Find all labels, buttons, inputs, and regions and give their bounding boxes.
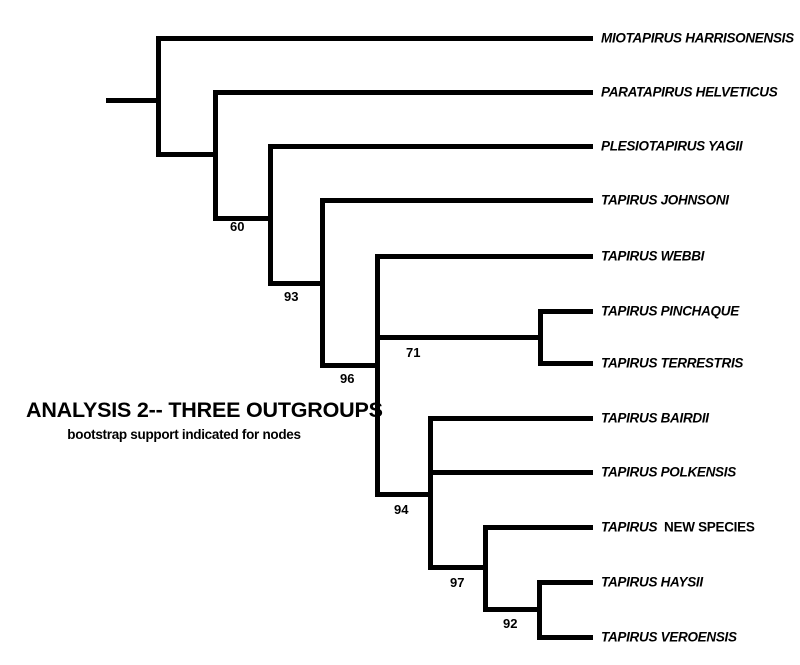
taxon-label-tapirus-polkensis: TAPIRUS POLKENSIS — [601, 464, 736, 480]
support-label-92: 92 — [503, 616, 518, 631]
support-label-97: 97 — [450, 575, 465, 590]
support-label-96: 96 — [340, 371, 355, 386]
stem-clade-a — [156, 152, 217, 157]
node-clade-96 — [375, 254, 380, 497]
node-clade-71 — [538, 309, 543, 366]
taxon-label-plesiotapirus-yagii: PLESIOTAPIRUS YAGII — [601, 138, 743, 154]
branch-tip-tapirus-pinchaque — [538, 309, 593, 314]
node-clade-92 — [537, 580, 542, 640]
node-root — [156, 36, 161, 157]
taxon-label-tapirus-haysii: TAPIRUS HAYSII — [601, 574, 703, 590]
node-clade-60 — [268, 144, 273, 286]
node-clade-94 — [428, 416, 433, 570]
branch-root-stub — [106, 98, 160, 103]
taxon-label-tapirus-pinchaque: TAPIRUS PINCHAQUE — [601, 303, 739, 319]
branch-tip-tapirus-webbi — [375, 254, 593, 259]
taxon-label-tapirus-veroensis: TAPIRUS VEROENSIS — [601, 629, 737, 645]
stem-clade-71 — [375, 335, 542, 340]
branch-tip-paratapirus-helveticus — [213, 90, 593, 95]
node-clade-93 — [320, 198, 325, 368]
node-clade-97 — [483, 525, 488, 612]
branch-tip-tapirus-polkensis — [428, 470, 593, 475]
stem-clade-94 — [375, 492, 432, 497]
figure-subtitle: bootstrap support indicated for nodes — [67, 426, 301, 442]
branch-tip-tapirus-new-species — [483, 525, 593, 530]
stem-clade-96 — [320, 363, 379, 368]
branch-tip-tapirus-haysii — [537, 580, 593, 585]
support-label-94: 94 — [394, 502, 409, 517]
title-block: ANALYSIS 2-- THREE OUTGROUPS bootstrap s… — [26, 398, 383, 442]
branch-tip-tapirus-bairdii — [428, 416, 593, 421]
branch-tip-plesiotapirus-yagii — [268, 144, 593, 149]
stem-clade-97 — [428, 565, 487, 570]
branch-tip-tapirus-johnsoni — [320, 198, 593, 203]
taxon-label-tapirus-webbi: TAPIRUS WEBBI — [601, 248, 705, 264]
taxon-label-tapirus-johnsoni: TAPIRUS JOHNSONI — [601, 192, 729, 208]
stem-clade-93 — [268, 281, 324, 286]
stem-clade-60 — [213, 216, 272, 221]
stem-clade-92 — [483, 607, 542, 612]
branch-tip-miotapirus-harrisonensis — [156, 36, 593, 41]
support-label-71: 71 — [406, 345, 421, 360]
taxon-label-tapirus-bairdii: TAPIRUS BAIRDII — [601, 410, 709, 426]
taxon-label-tapirus-new-species: TAPIRUS NEW SPECIES — [601, 519, 755, 535]
branch-tip-tapirus-veroensis — [537, 635, 593, 640]
figure-title: ANALYSIS 2-- THREE OUTGROUPS — [26, 398, 383, 422]
taxon-label-miotapirus-harrisonensis: MIOTAPIRUS HARRISONENSIS — [601, 30, 794, 46]
branch-tip-tapirus-terrestris — [538, 361, 593, 366]
node-clade-a — [213, 90, 218, 221]
taxon-label-tapirus-terrestris: TAPIRUS TERRESTRIS — [601, 355, 744, 371]
taxon-label-paratapirus-helveticus: PARATAPIRUS HELVETICUS — [601, 84, 778, 100]
support-label-93: 93 — [284, 289, 299, 304]
support-label-60: 60 — [230, 219, 245, 234]
